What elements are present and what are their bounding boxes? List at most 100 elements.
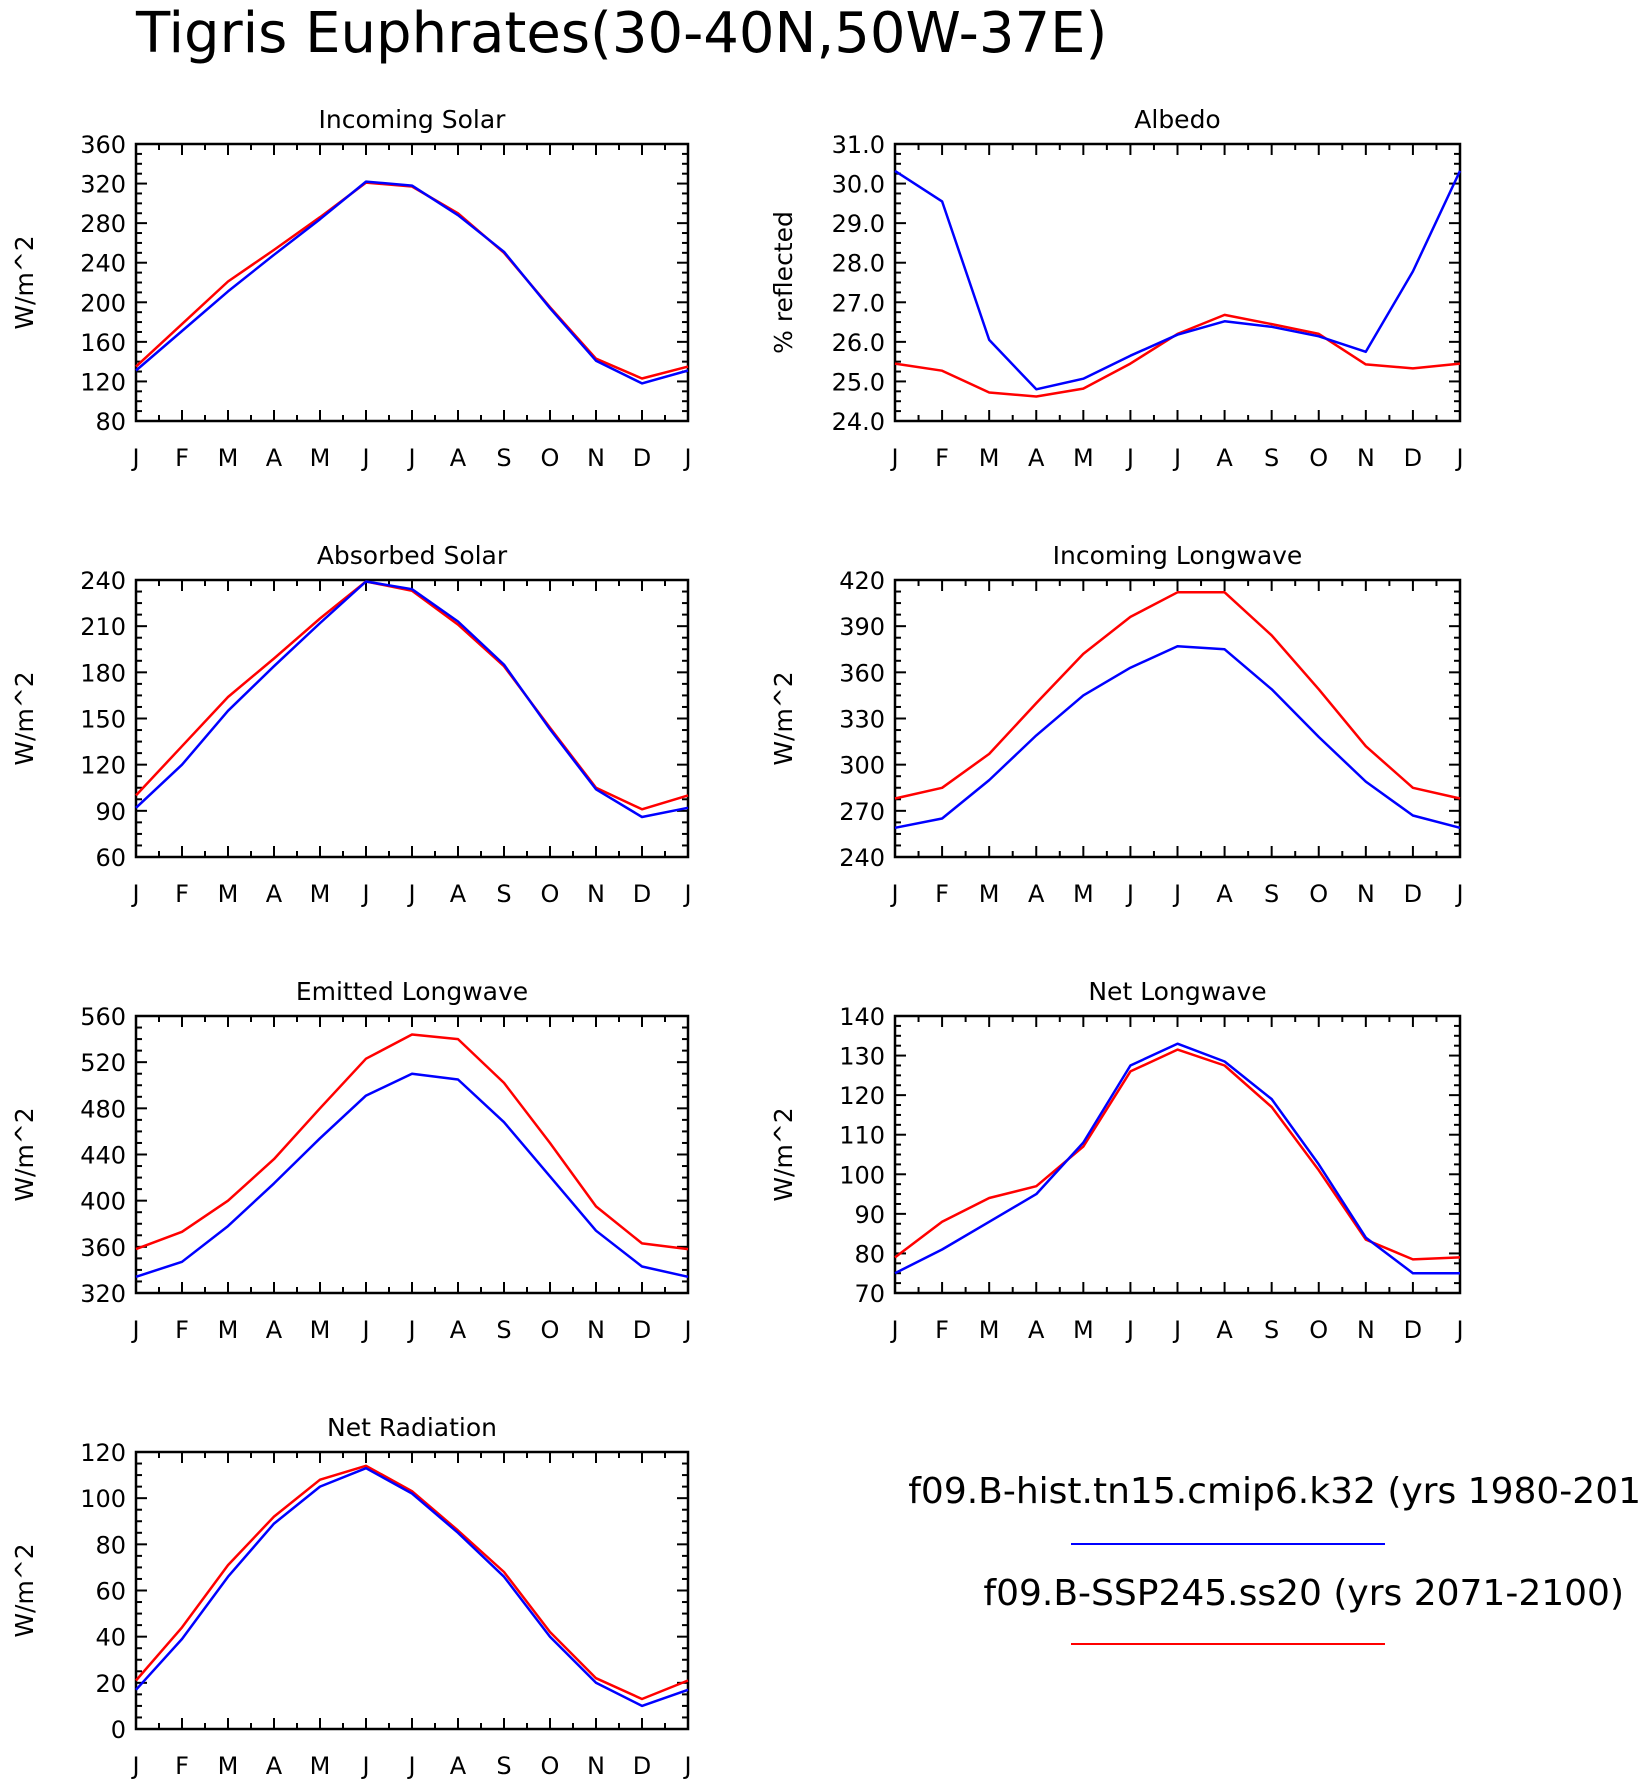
y-tick-label: 360 (80, 1234, 126, 1262)
y-tick-label: 270 (839, 798, 885, 826)
series-line-ssp245 (135, 580, 689, 811)
y-tick-label: 27.0 (832, 289, 885, 317)
y-tick-label: 20 (95, 1670, 126, 1698)
x-tick-label: M (310, 1752, 331, 1780)
y-axis-label: W/m^2 (769, 671, 798, 765)
x-tick-label: M (218, 1316, 239, 1344)
y-tick-label: 240 (839, 844, 885, 872)
x-tick-label: J (1172, 1316, 1181, 1344)
y-tick-label: 60 (95, 844, 126, 872)
panel-title: Incoming Longwave (1053, 541, 1303, 570)
panel-title: Absorbed Solar (317, 541, 508, 570)
y-tick-label: 210 (80, 613, 126, 641)
x-tick-label: J (889, 880, 898, 908)
x-tick-label: F (175, 880, 189, 908)
x-tick-label: A (266, 880, 283, 908)
x-tick-label: O (541, 1316, 560, 1344)
x-tick-label: M (310, 444, 331, 472)
panel-absorbed-solar: J F M A M J J A S O N D J2402101801501209060Absorbed… (10, 541, 692, 908)
x-tick-label: M (310, 1316, 331, 1344)
x-tick-label: M (310, 880, 331, 908)
x-tick-label: N (587, 880, 605, 908)
series-line-historical (135, 1072, 689, 1279)
y-tick-label: 80 (854, 1240, 885, 1268)
x-tick-label: J (1125, 1316, 1134, 1344)
series-line-ssp245 (135, 181, 689, 380)
x-tick-label: A (1028, 444, 1045, 472)
y-tick-label: 240 (80, 567, 126, 595)
y-tick-label: 120 (839, 1082, 885, 1110)
plot-frame (893, 142, 1462, 423)
x-tick-label: A (450, 444, 467, 472)
y-tick-label: 440 (80, 1142, 126, 1170)
x-tick-label: O (1309, 1316, 1328, 1344)
y-axis-label: W/m^2 (769, 1107, 798, 1201)
y-tick-label: 26.0 (832, 329, 885, 357)
x-tick-label: F (175, 1752, 189, 1780)
x-tick-label: M (979, 1316, 1000, 1344)
x-tick-label: A (266, 444, 283, 472)
x-tick-label: A (450, 880, 467, 908)
y-tick-label: 360 (839, 659, 885, 687)
x-tick-label: J (1125, 444, 1134, 472)
x-tick-label: J (130, 880, 139, 908)
x-tick-label: M (979, 444, 1000, 472)
x-tick-label: D (1404, 880, 1422, 908)
x-tick-label: A (266, 1752, 283, 1780)
y-tick-label: 560 (80, 1003, 126, 1031)
x-tick-label: J (406, 1316, 415, 1344)
y-tick-label: 100 (80, 1485, 126, 1513)
panel-title: Emitted Longwave (296, 977, 528, 1006)
x-tick-label: J (1454, 880, 1463, 908)
x-tick-label: O (1309, 880, 1328, 908)
x-tick-label: J (682, 880, 691, 908)
x-tick-label: M (979, 880, 1000, 908)
y-tick-label: 30.0 (832, 171, 885, 199)
series-line-ssp245 (135, 1033, 689, 1251)
x-tick-label: J (1125, 880, 1134, 908)
x-tick-label: M (1073, 880, 1094, 908)
x-tick-label: D (633, 880, 651, 908)
legend-label-ssp245: f09.B-SSP245.ss20 (yrs 2071-2100) (983, 1573, 1624, 1614)
x-tick-label: F (175, 444, 189, 472)
x-tick-label: D (1404, 1316, 1422, 1344)
x-tick-label: M (218, 444, 239, 472)
series-line-historical (894, 169, 1462, 391)
x-tick-label: F (935, 880, 949, 908)
series-line-ssp245 (894, 591, 1461, 800)
y-tick-label: 40 (95, 1624, 126, 1652)
panel-incoming-longwave: J F M A M J J A S O N D J420390360330300270240Incomi… (769, 541, 1464, 908)
x-tick-label: J (1172, 880, 1181, 908)
x-tick-label: A (450, 1752, 467, 1780)
y-tick-label: 520 (80, 1049, 126, 1077)
x-tick-label: M (218, 1752, 239, 1780)
x-tick-label: F (935, 444, 949, 472)
x-tick-label: J (360, 1752, 369, 1780)
panel-albedo: J F M A M J J A S O N D J31.030.029.028.027.026.025.… (769, 105, 1464, 472)
y-tick-label: 100 (839, 1161, 885, 1189)
y-tick-label: 24.0 (832, 408, 885, 436)
x-tick-label: S (1264, 444, 1279, 472)
y-tick-label: 160 (80, 329, 126, 357)
x-tick-label: A (266, 1316, 283, 1344)
y-tick-label: 420 (839, 567, 885, 595)
y-tick-label: 29.0 (832, 210, 885, 238)
x-tick-label: N (587, 444, 605, 472)
series-line-ssp245 (894, 1048, 1461, 1261)
x-tick-label: J (406, 444, 415, 472)
y-tick-label: 320 (80, 1280, 126, 1308)
panels-group: J F M A M J J A S O N D J36032028024020016012080Inco… (10, 105, 1464, 1780)
y-tick-label: 320 (80, 171, 126, 199)
y-tick-label: 390 (839, 613, 885, 641)
y-tick-label: 200 (80, 289, 126, 317)
y-tick-label: 0 (111, 1716, 126, 1744)
y-tick-label: 90 (95, 798, 126, 826)
x-tick-label: J (130, 1316, 139, 1344)
y-tick-label: 80 (95, 1531, 126, 1559)
plot-frame (893, 1014, 1462, 1295)
x-tick-label: A (1216, 880, 1233, 908)
x-tick-label: A (1216, 1316, 1233, 1344)
y-tick-label: 120 (80, 368, 126, 396)
y-tick-label: 110 (839, 1122, 885, 1150)
